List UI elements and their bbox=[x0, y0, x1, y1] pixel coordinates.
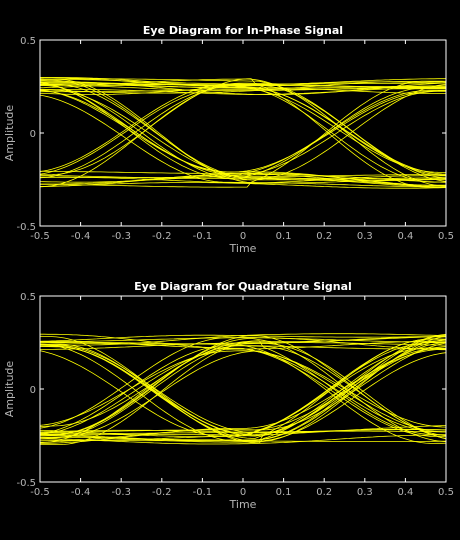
eye-trace bbox=[40, 88, 446, 93]
eye-trace bbox=[40, 87, 446, 179]
eye-trace bbox=[40, 80, 446, 188]
y-tick-label: -0.5 bbox=[16, 478, 36, 489]
y-ticks: -0.5 0 0.5 bbox=[16, 36, 446, 233]
eye-trace bbox=[40, 439, 446, 442]
trace-group bbox=[40, 333, 446, 445]
eye-trace bbox=[40, 176, 446, 184]
y-axis-label: Amplitude bbox=[3, 361, 16, 418]
eye-trace bbox=[40, 430, 446, 434]
y-tick-label: 0 bbox=[30, 385, 36, 396]
eye-trace bbox=[40, 348, 446, 444]
eye-trace bbox=[40, 87, 446, 175]
eye-trace bbox=[40, 342, 446, 436]
eye-trace bbox=[40, 337, 446, 343]
eye-trace bbox=[40, 338, 446, 442]
x-tick-label: -0.1 bbox=[193, 487, 213, 498]
x-tick-label: -0.1 bbox=[193, 231, 213, 242]
x-tick-label: 0.5 bbox=[438, 487, 454, 498]
eye-trace bbox=[40, 336, 446, 439]
eye-trace bbox=[40, 78, 446, 184]
eye-trace bbox=[40, 337, 446, 443]
eye-trace bbox=[40, 342, 446, 443]
x-tick-label: 0.4 bbox=[397, 487, 413, 498]
eye-trace bbox=[40, 341, 446, 437]
eye-trace bbox=[40, 83, 446, 181]
eye-trace bbox=[40, 78, 446, 188]
x-tick-label: 0.1 bbox=[276, 487, 292, 498]
eye-trace bbox=[40, 350, 446, 428]
eye-trace bbox=[40, 340, 446, 439]
y-tick-label: -0.5 bbox=[16, 222, 36, 233]
x-ticks: -0.5 -0.4 -0.3 -0.2 -0.1 0 0.1 0.2 0.3 0.4 0.5 bbox=[30, 296, 454, 498]
quadrature-eye-diagram: Eye Diagram for Quadrature Signal -0.5 -0… bbox=[3, 280, 454, 511]
plot-axes bbox=[39, 39, 447, 227]
x-tick-label: 0 bbox=[240, 231, 246, 242]
y-tick-label: 0 bbox=[30, 129, 36, 140]
x-tick-label: -0.2 bbox=[152, 487, 172, 498]
eye-trace bbox=[40, 94, 446, 188]
eye-trace bbox=[40, 333, 446, 433]
eye-trace bbox=[40, 89, 446, 188]
x-tick-label: 0.3 bbox=[357, 231, 373, 242]
eye-trace bbox=[40, 78, 446, 86]
x-tick-label: 0.1 bbox=[276, 231, 292, 242]
x-tick-label: -0.4 bbox=[71, 231, 91, 242]
eye-trace bbox=[40, 350, 446, 439]
eye-trace bbox=[40, 78, 446, 187]
x-tick-label: 0 bbox=[240, 487, 246, 498]
eye-trace bbox=[40, 343, 446, 440]
x-tick-label: -0.2 bbox=[152, 231, 172, 242]
eye-trace bbox=[40, 84, 446, 183]
x-tick-label: 0.2 bbox=[316, 487, 332, 498]
x-tick-label: 0.3 bbox=[357, 487, 373, 498]
x-tick-label: 0.2 bbox=[316, 231, 332, 242]
trace-group bbox=[40, 77, 446, 189]
eye-trace bbox=[40, 81, 446, 94]
y-tick-label: 0.5 bbox=[20, 36, 36, 47]
eye-trace bbox=[40, 79, 446, 181]
x-tick-label: -0.5 bbox=[30, 487, 50, 498]
in-phase-eye-diagram: Eye Diagram for In-Phase Signal -0.5 -0.4… bbox=[3, 24, 454, 255]
x-tick-label: -0.3 bbox=[111, 231, 131, 242]
eye-trace bbox=[40, 334, 446, 342]
eye-trace bbox=[40, 78, 446, 179]
x-ticks: -0.5 -0.4 -0.3 -0.2 -0.1 0 0.1 0.2 0.3 0.4 0.5 bbox=[30, 40, 454, 242]
chart-title: Eye Diagram for In-Phase Signal bbox=[143, 24, 343, 37]
eye-trace bbox=[40, 341, 446, 444]
x-tick-label: 0.5 bbox=[438, 231, 454, 242]
eye-trace bbox=[40, 172, 446, 188]
x-tick-label: 0.4 bbox=[397, 231, 413, 242]
eye-trace bbox=[40, 78, 446, 85]
eye-trace bbox=[40, 334, 446, 437]
y-axis-label: Amplitude bbox=[3, 105, 16, 162]
eye-trace bbox=[40, 84, 446, 91]
x-tick-label: -0.3 bbox=[111, 487, 131, 498]
y-tick-label: 0.5 bbox=[20, 292, 36, 303]
x-tick-label: -0.5 bbox=[30, 231, 50, 242]
chart-title: Eye Diagram for Quadrature Signal bbox=[134, 280, 352, 293]
eye-trace bbox=[40, 335, 446, 427]
y-ticks: -0.5 0 0.5 bbox=[16, 292, 446, 489]
x-tick-label: -0.4 bbox=[71, 487, 91, 498]
eye-trace bbox=[40, 83, 446, 182]
eye-trace bbox=[40, 83, 446, 182]
eye-trace bbox=[40, 335, 446, 435]
eye-trace bbox=[40, 342, 446, 346]
x-axis-label: Time bbox=[229, 242, 257, 255]
eye-trace bbox=[40, 82, 446, 173]
x-axis-label: Time bbox=[229, 498, 257, 511]
eye-trace bbox=[40, 343, 446, 442]
plot-axes bbox=[39, 295, 447, 483]
eye-trace bbox=[40, 89, 446, 187]
eye-trace bbox=[40, 86, 446, 96]
